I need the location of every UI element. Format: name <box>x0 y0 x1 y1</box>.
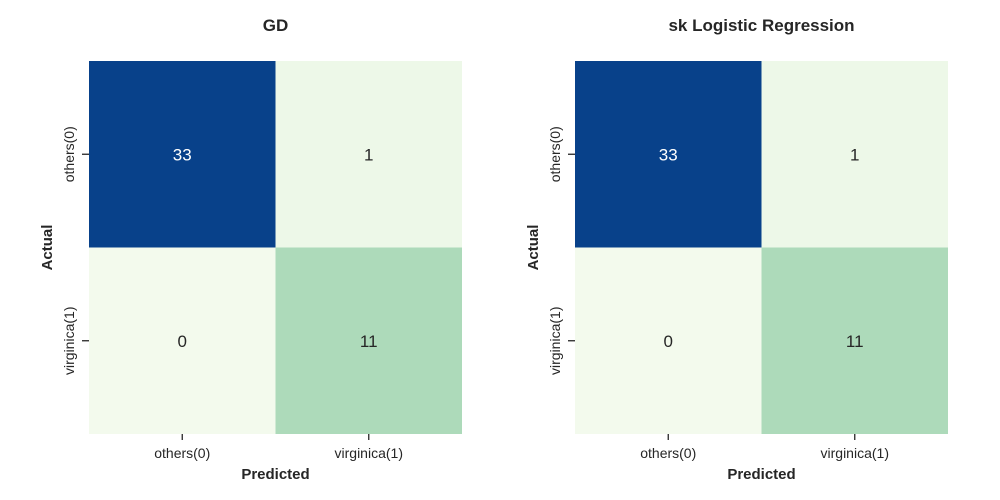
chart1-cell-r0-c1 <box>275 61 462 248</box>
chart1-cell-label-r0-c1: 1 <box>364 145 373 164</box>
chart2-x-tick-label-0: others(0) <box>640 445 696 461</box>
chart1-y-tick-label-0: others(0) <box>61 126 77 182</box>
chart1-x-tick-label-0: others(0) <box>154 445 210 461</box>
chart2-y-axis-label: Actual <box>525 225 542 271</box>
chart2-cell-label-r0-c1: 1 <box>850 145 859 164</box>
chart1-title: GD <box>263 16 289 35</box>
chart2-cell-label-r1-c1: 11 <box>846 332 864 351</box>
chart2-y-tick-label-1: virginica(1) <box>547 307 563 375</box>
chart2-x-tick-label-1: virginica(1) <box>821 445 889 461</box>
chart2-title: sk Logistic Regression <box>668 16 854 35</box>
chart2-cell-label-r0-c0: 33 <box>659 145 678 164</box>
chart1-cell-label-r1-c1: 11 <box>360 332 378 351</box>
chart1-cell-label-r1-c0: 0 <box>178 332 187 351</box>
chart1-x-axis-label: Predicted <box>241 466 309 483</box>
chart2-cell-r0-c0 <box>575 61 762 248</box>
chart2-cell-r1-c0 <box>575 247 762 434</box>
chart1-x-tick-label-1: virginica(1) <box>335 445 403 461</box>
chart2-cell-label-r1-c0: 0 <box>664 332 673 351</box>
chart2-cell-r1-c1 <box>761 247 948 434</box>
chart1-cell-r0-c0 <box>89 61 276 248</box>
chart1-cell-r1-c0 <box>89 247 276 434</box>
chart1-cell-label-r0-c0: 33 <box>173 145 192 164</box>
chart2-y-tick-label-0: others(0) <box>547 126 563 182</box>
chart1-y-axis-label: Actual <box>39 225 56 271</box>
chart1-cell-r1-c1 <box>275 247 462 434</box>
chart1-y-tick-label-1: virginica(1) <box>61 307 77 375</box>
chart2-x-axis-label: Predicted <box>727 466 795 483</box>
chart2-cell-r0-c1 <box>761 61 948 248</box>
